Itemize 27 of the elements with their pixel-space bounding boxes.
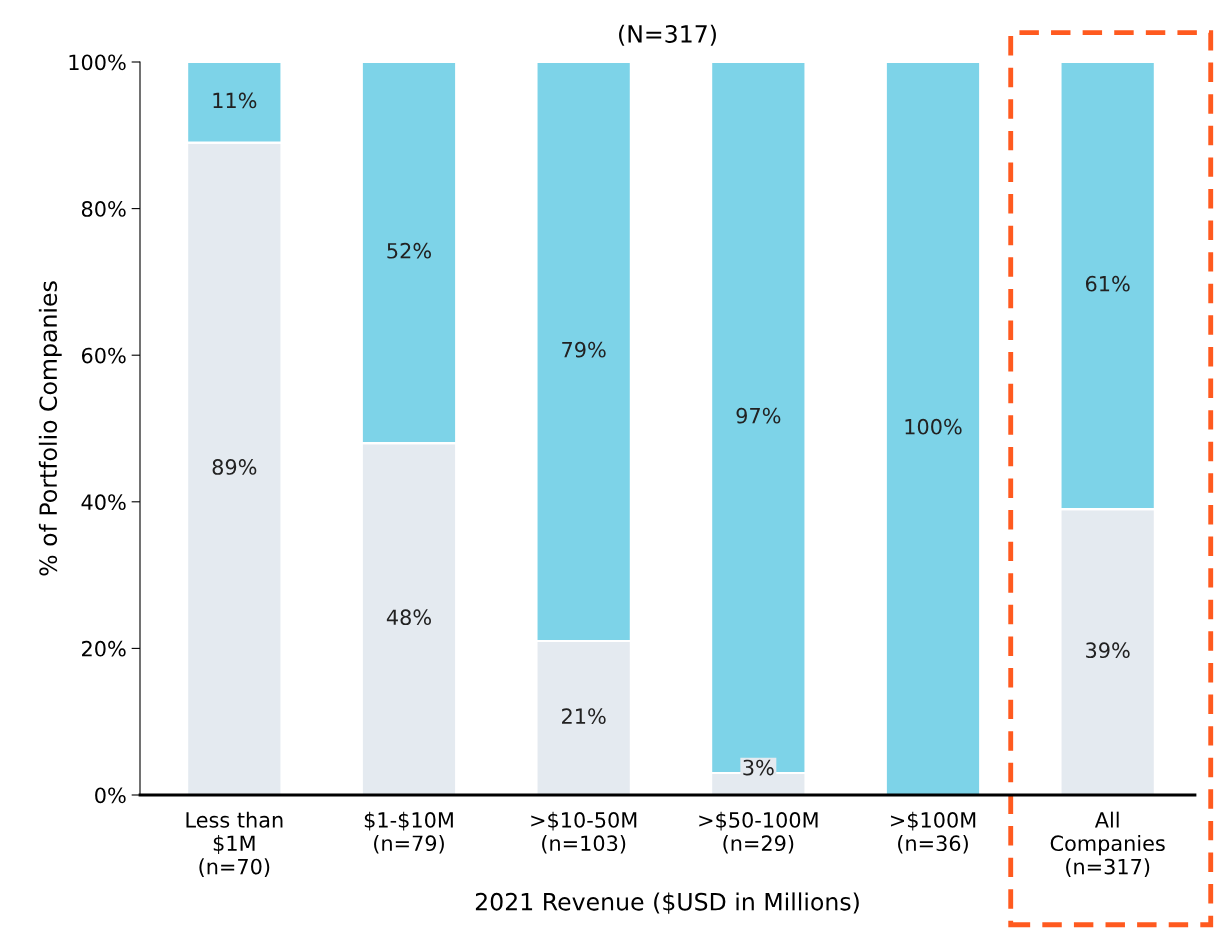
y-tick-label: 20% [82,640,126,657]
x-tick-label: >$100M (n=36) [890,811,976,854]
x-tick-label: Less than $1M (n=70) [186,811,283,877]
x-tick-label: >$50-100M (n=29) [699,811,818,854]
data-label: 100% [905,418,962,435]
y-axis-title: % of Portfolio Companies [38,281,62,576]
y-tick-label: 60% [81,347,126,364]
data-label: 52% [387,242,431,259]
data-label: 97% [736,407,781,424]
chart-title: (N=317) [619,24,716,46]
data-label: 89% [212,459,257,475]
data-label: 61% [1085,275,1130,292]
x-axis-title: 2021 Revenue ($USD in Millions) [475,892,859,914]
data-label: 39% [1086,642,1130,659]
data-label: 48% [386,609,431,626]
y-tick-label: 0% [95,787,126,804]
x-tick-label: $1-$10M (n=79) [364,811,453,854]
data-label: 79% [562,341,606,358]
data-label: 11% [213,92,257,109]
y-tick-label: 80% [81,201,126,217]
y-tick-label: 100% [69,54,126,71]
bar [884,62,982,795]
y-tick-label: 40% [81,494,126,511]
x-tick-label: All Companies (n=317) [1050,811,1165,877]
x-tick-label: >$10-50M (n=103) [531,811,637,854]
data-label: 21% [562,708,606,725]
data-label: 3% [743,759,774,776]
